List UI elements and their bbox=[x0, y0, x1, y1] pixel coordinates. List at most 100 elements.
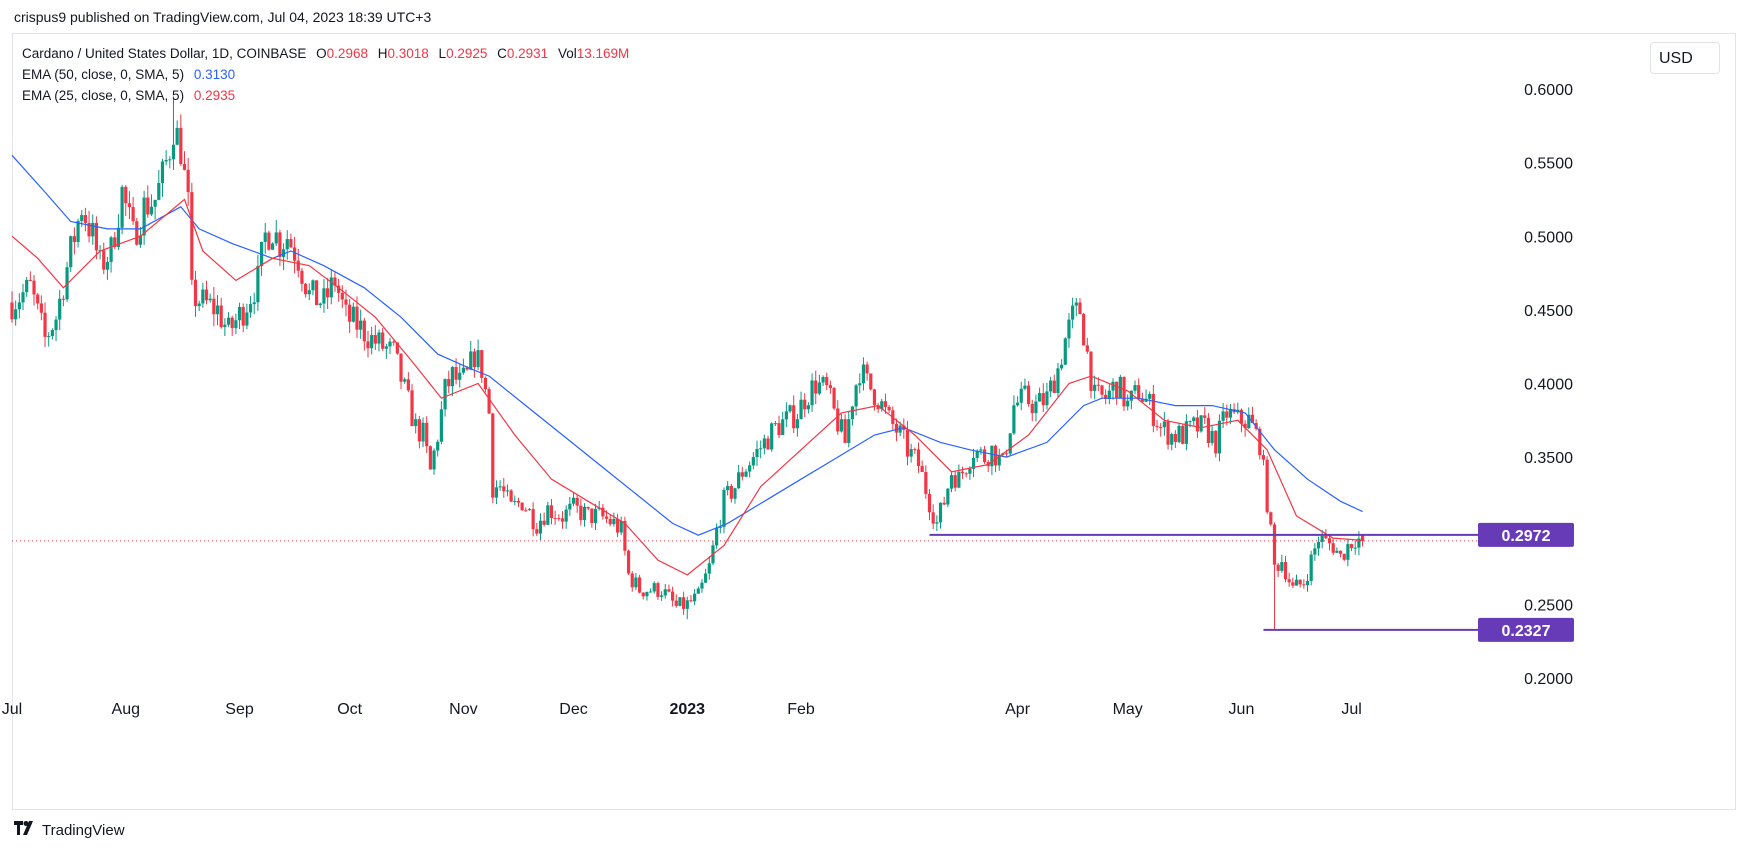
candle-body bbox=[729, 485, 733, 499]
candle-body bbox=[476, 350, 480, 368]
candle-body bbox=[1305, 580, 1310, 586]
candle-body bbox=[326, 288, 330, 298]
candle-body bbox=[1071, 305, 1075, 320]
candle-body bbox=[1093, 384, 1097, 391]
footer-brand-label: TradingView bbox=[42, 822, 125, 839]
symbol-legend-row[interactable]: Cardano / United States Dollar, 1D, COIN… bbox=[22, 43, 629, 64]
candle-body bbox=[105, 261, 110, 270]
candle-body bbox=[979, 449, 983, 451]
candle-body bbox=[817, 382, 821, 394]
candle-body bbox=[392, 341, 396, 343]
x-tick-label: Jun bbox=[1229, 701, 1255, 718]
close-key: C bbox=[497, 46, 507, 61]
candle-body bbox=[450, 367, 454, 387]
candle-body bbox=[193, 279, 198, 307]
candle-body bbox=[1034, 401, 1038, 414]
level-price-tag bbox=[1478, 617, 1574, 642]
footer-brand[interactable]: TradingView bbox=[14, 821, 125, 840]
candle-body bbox=[1030, 403, 1034, 414]
candle-body bbox=[149, 206, 154, 215]
candle-body bbox=[109, 237, 113, 262]
ema25-legend-row[interactable]: EMA (25, close, 0, SMA, 5) 0.2935 bbox=[22, 85, 629, 106]
ema50-legend-row[interactable]: EMA (50, close, 0, SMA, 5) 0.3130 bbox=[22, 64, 629, 85]
candle-body bbox=[212, 298, 216, 315]
candle-body bbox=[1026, 385, 1031, 404]
candle-body bbox=[263, 232, 267, 242]
candle-body bbox=[28, 279, 32, 281]
candle-body bbox=[1004, 453, 1009, 455]
candle-body bbox=[285, 239, 289, 250]
candle-body bbox=[634, 577, 638, 588]
candle-body bbox=[50, 330, 54, 337]
candle-body bbox=[685, 600, 689, 609]
candle-body bbox=[76, 220, 80, 242]
candle-body bbox=[722, 490, 726, 527]
candle-body bbox=[208, 298, 212, 301]
tradingview-logo-icon bbox=[14, 821, 36, 840]
candle-body bbox=[751, 457, 755, 466]
candle-body bbox=[1140, 399, 1144, 402]
candle-body bbox=[593, 508, 598, 523]
candle-body bbox=[219, 305, 223, 328]
level-price-label: 0.2972 bbox=[1502, 528, 1551, 545]
candle-body bbox=[682, 597, 686, 609]
candle-body bbox=[693, 593, 697, 602]
candle-body bbox=[454, 367, 458, 380]
candle-body bbox=[469, 351, 473, 370]
chart-pane[interactable] bbox=[12, 33, 1736, 810]
candle-body bbox=[179, 127, 183, 164]
candle-body bbox=[968, 468, 972, 474]
candle-body bbox=[94, 222, 99, 251]
high-value: 0.3018 bbox=[387, 46, 429, 61]
candle-body bbox=[1126, 400, 1130, 407]
candle-body bbox=[248, 304, 253, 313]
currency-selector[interactable]: USD bbox=[1650, 42, 1720, 74]
candle-body bbox=[465, 367, 469, 370]
candle-body bbox=[1155, 425, 1159, 428]
candle-body bbox=[1148, 393, 1152, 399]
candle-body bbox=[351, 306, 355, 322]
candle-body bbox=[608, 518, 612, 525]
candle-body bbox=[549, 505, 554, 519]
candle-body bbox=[1302, 584, 1306, 586]
candle-body bbox=[39, 303, 43, 313]
y-tick-label: 0.4500 bbox=[1524, 303, 1573, 320]
candle-body bbox=[990, 445, 994, 467]
candle-body bbox=[1221, 411, 1225, 421]
candle-body bbox=[410, 390, 414, 427]
x-tick-label: Apr bbox=[1005, 701, 1031, 718]
candle-body bbox=[399, 353, 403, 382]
open-value: 0.2968 bbox=[326, 46, 368, 61]
open-key: O bbox=[316, 46, 327, 61]
candle-body bbox=[1111, 381, 1115, 391]
candle-body bbox=[472, 351, 477, 368]
candle-body bbox=[14, 309, 18, 320]
candle-body bbox=[1177, 425, 1181, 442]
candle-body bbox=[377, 332, 381, 344]
candle-body bbox=[671, 591, 675, 601]
candle-body bbox=[1192, 417, 1196, 422]
candle-body bbox=[615, 518, 620, 533]
high-key: H bbox=[377, 46, 388, 61]
candle-body bbox=[1045, 391, 1049, 406]
candle-body bbox=[784, 411, 788, 420]
candle-body bbox=[120, 186, 124, 228]
candle-body bbox=[333, 277, 337, 286]
ema50-line bbox=[11, 154, 1363, 536]
candle-body bbox=[993, 445, 998, 466]
candle-body bbox=[1082, 314, 1086, 346]
candle-body bbox=[626, 550, 631, 574]
candle-body bbox=[164, 159, 168, 162]
candle-body bbox=[1287, 579, 1291, 583]
candle-body bbox=[230, 317, 234, 329]
candle-body bbox=[619, 521, 623, 533]
volume-value: 13.169M bbox=[576, 46, 630, 61]
candle-body bbox=[1049, 380, 1053, 392]
candle-body bbox=[1357, 538, 1361, 548]
candle-body bbox=[270, 243, 275, 250]
candle-body bbox=[366, 341, 370, 349]
candle-body bbox=[1280, 562, 1284, 571]
candle-body bbox=[1137, 385, 1141, 400]
candle-body bbox=[799, 399, 803, 420]
